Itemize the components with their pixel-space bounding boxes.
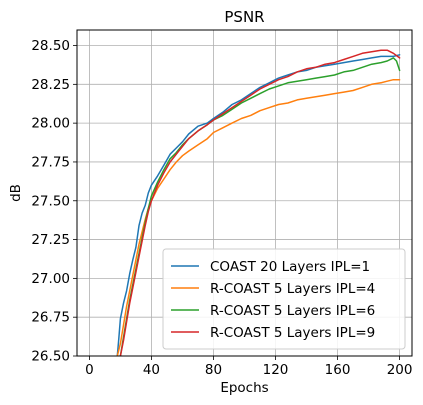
legend: COAST 20 Layers IPL=1 R-COAST 5 Layers IP… <box>162 248 406 350</box>
legend-label-4: R-COAST 5 Layers IPL=9 <box>210 325 375 341</box>
axis-ticks: 0 40 80 120 160 200 26.50 26.75 27.00 27.25 27.50 2… <box>31 38 412 378</box>
x-tick-label: 40 <box>143 362 160 378</box>
series-lines <box>116 49 401 356</box>
y-tick-label: 27.25 <box>31 232 70 248</box>
series-line-2 <box>116 78 401 356</box>
y-tick-label: 28.50 <box>31 38 70 54</box>
y-tick-label: 26.75 <box>31 310 70 326</box>
legend-label-2: R-COAST 5 Layers IPL=4 <box>210 281 375 297</box>
chart-title: PSNR <box>224 8 264 26</box>
x-tick-label: 160 <box>325 362 351 378</box>
plot-frame <box>76 29 413 357</box>
series-line-4 <box>119 49 401 356</box>
series-line-1 <box>116 54 401 356</box>
y-tick-label: 27.50 <box>31 193 70 209</box>
x-tick-label: 0 <box>85 362 94 378</box>
y-tick-label: 27.75 <box>31 154 70 170</box>
x-axis-label: Epochs <box>220 380 268 396</box>
y-tick-label: 26.50 <box>31 349 70 365</box>
x-tick-label: 120 <box>263 362 289 378</box>
y-tick-label: 27.00 <box>31 271 70 287</box>
x-tick-label: 200 <box>387 362 413 378</box>
y-tick-label: 28.00 <box>31 116 70 132</box>
y-tick-label: 28.25 <box>31 77 70 93</box>
x-tick-label: 80 <box>205 362 222 378</box>
legend-label-1: COAST 20 Layers IPL=1 <box>210 259 370 275</box>
y-axis-label: dB <box>8 184 24 202</box>
legend-box <box>162 248 406 350</box>
legend-label-3: R-COAST 5 Layers IPL=6 <box>210 303 375 319</box>
